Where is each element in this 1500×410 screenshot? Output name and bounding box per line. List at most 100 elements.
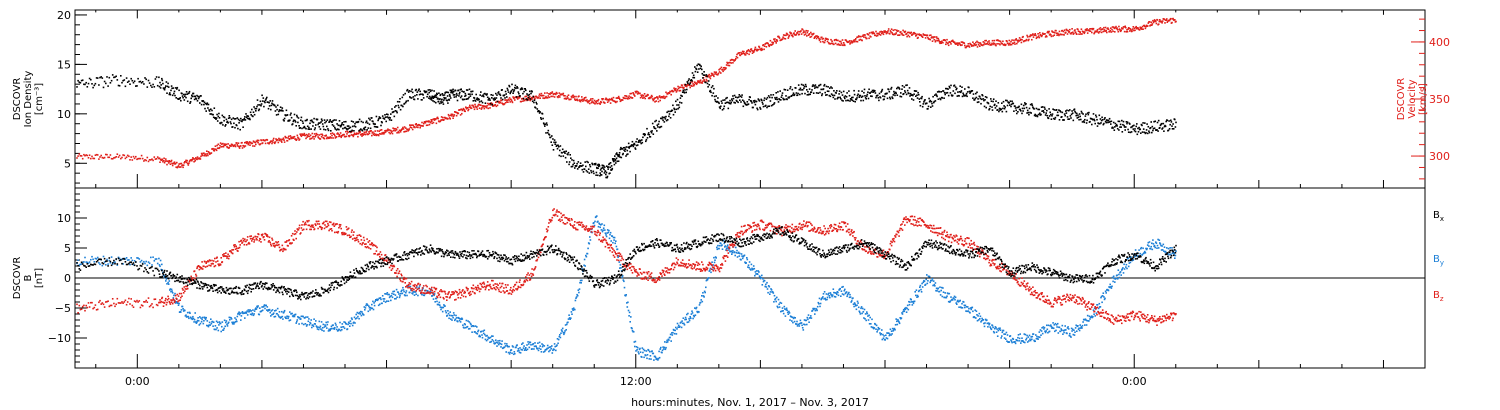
velocity-point [608,100,610,102]
velocity-point [290,137,293,140]
velocity-point [1120,29,1122,32]
density-point [1125,121,1128,123]
density-point [1003,107,1006,110]
density-point [185,96,187,99]
by-point [241,311,244,313]
by-point [85,261,87,263]
velocity-point [1163,18,1166,21]
velocity-point [658,95,661,97]
by-point [737,251,740,254]
density-point [971,90,974,92]
density-point [377,118,380,120]
velocity-point [1040,35,1043,38]
by-point [336,326,338,328]
density-point [1169,123,1171,126]
by-point [211,320,214,323]
density-point [1093,118,1095,121]
density-point [1118,129,1120,131]
density-point [891,97,894,100]
velocity-point [557,96,559,99]
density-point [564,152,566,154]
by-point [236,315,239,318]
density-point [843,96,846,98]
density-point [268,105,271,107]
density-point [1082,113,1084,115]
velocity-point [1175,20,1177,23]
by-point [632,331,635,333]
density-point [453,94,456,96]
by-point [532,343,535,345]
density-point [901,88,903,90]
density-point [1102,123,1105,126]
by-point [556,338,559,340]
density-point [1121,119,1123,122]
velocity-point [722,70,724,73]
velocity-point [432,118,434,121]
by-point [388,296,391,299]
by-point [258,313,261,316]
by-point [248,310,251,313]
density-point [310,128,312,130]
by-point [712,264,715,266]
velocity-point [540,92,543,95]
velocity-point [1091,31,1093,34]
density-point [1150,121,1152,123]
density-point [831,94,834,96]
velocity-point [658,96,660,98]
density-point [806,94,809,96]
by-point [718,247,720,250]
density-point [889,96,891,99]
velocity-point [1069,28,1071,31]
density-point [252,115,254,118]
velocity-point [1056,34,1058,36]
density-point [144,77,146,79]
density-point [964,88,966,90]
density-point [367,127,370,129]
density-point [375,126,377,128]
density-point [1061,111,1064,114]
by-point [445,311,447,314]
density-point [747,103,750,105]
density-point [720,100,723,102]
velocity-point [174,162,177,165]
density-point [139,80,142,83]
density-point [161,79,164,82]
density-point [174,87,177,89]
density-point [733,94,736,97]
by-point [542,351,545,353]
velocity-point [661,96,663,98]
velocity-point [722,67,725,69]
velocity-point [784,38,787,40]
by-point [630,316,632,318]
density-point [177,98,180,100]
density-point [690,79,692,82]
density-point [1091,123,1093,126]
density-point [836,90,838,92]
density-point [703,71,705,73]
density-point [761,101,764,104]
density-point [922,103,925,105]
velocity-point [879,31,881,33]
velocity-point [1110,31,1113,33]
density-point [661,117,663,120]
density-point [516,86,518,88]
by-point [383,298,386,300]
velocity-point [215,148,217,151]
density-point [364,126,367,128]
velocity-point [743,50,745,53]
by-point [527,343,530,345]
density-point [452,88,454,91]
by-point [635,350,637,352]
density-point [1151,125,1154,128]
density-point [238,122,240,124]
density-point [689,82,691,84]
velocity-point [930,37,933,39]
density-point [582,171,585,173]
density-point [536,108,539,110]
velocity-point [1140,27,1142,30]
density-point [439,98,441,100]
density-point [808,88,811,90]
velocity-point [1058,30,1061,33]
velocity-point [549,92,552,94]
by-point [339,321,341,324]
